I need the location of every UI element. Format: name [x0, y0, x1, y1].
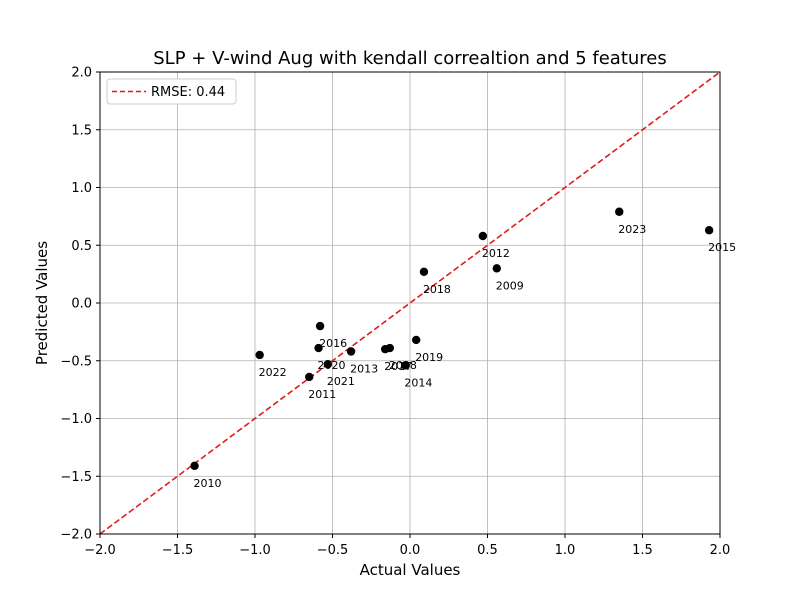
point-label-2009: 2009 [496, 279, 524, 292]
x-tick-label: 2.0 [710, 543, 731, 558]
y-tick-label: 0.5 [71, 239, 92, 254]
x-tick-label: −1.5 [162, 543, 194, 558]
y-tick-label: 2.0 [71, 66, 92, 81]
point-label-2014: 2014 [404, 376, 432, 389]
y-tick-label: −1.0 [60, 412, 92, 427]
point-label-2016: 2016 [319, 337, 347, 350]
point-label-2020: 2020 [318, 359, 346, 372]
y-tick-label: 1.5 [71, 123, 92, 138]
legend-entry-rmse: RMSE: 0.44 [151, 85, 225, 100]
data-point-2013 [346, 347, 356, 356]
y-tick-label: −0.5 [60, 354, 92, 369]
x-axis-label: Actual Values [360, 561, 461, 579]
y-tick-label: −2.0 [60, 528, 92, 543]
point-label-2013: 2013 [350, 363, 378, 376]
y-axis-label: Predicted Values [33, 241, 51, 365]
x-tick-label: −1.0 [239, 543, 271, 558]
data-point-2022 [255, 350, 264, 360]
data-point-2010 [190, 461, 199, 471]
x-tick-label: 0.0 [400, 543, 421, 558]
point-label-2017: 2017 [384, 360, 412, 373]
data-point-2012 [478, 231, 488, 241]
reference-line-group [99, 71, 721, 535]
point-label-2021: 2021 [327, 375, 355, 388]
point-label-2022: 2022 [259, 366, 287, 379]
legend-box [106, 78, 237, 105]
x-tick-label: 0.5 [477, 543, 498, 558]
data-point-2019 [412, 335, 421, 345]
data-point-2014 [401, 361, 410, 370]
data-point-2021 [323, 360, 333, 369]
point-label-2011: 2011 [308, 388, 336, 401]
point-label-2008: 2008 [389, 359, 417, 372]
data-point-2009 [492, 264, 501, 273]
x-tick-label: 1.5 [632, 543, 653, 558]
data-point-2015 [704, 226, 714, 235]
data-point-2018 [419, 267, 429, 277]
y-axis-ticks: −2.0 −1.5 −1.0 −0.5 0.0 0.5 1.0 1.5 2.0 [60, 66, 100, 543]
point-label-2023: 2023 [618, 223, 646, 236]
data-point-2023 [615, 207, 624, 216]
chart-title: SLP + V-wind Aug with kendall correaltio… [153, 48, 667, 69]
point-label-2018: 2018 [423, 283, 451, 296]
point-label-2015: 2015 [708, 241, 736, 254]
data-point-2008 [385, 343, 395, 353]
data-point-2011 [305, 372, 314, 382]
x-tick-label: −0.5 [317, 543, 349, 558]
point-labels: 2009 2010 2011 2012 2013 2014 2015 2016 2017 2018… [194, 223, 737, 490]
data-point-2016 [315, 321, 325, 331]
point-label-2019: 2019 [415, 351, 443, 364]
reference-line [99, 71, 721, 535]
x-tick-label: 1.0 [555, 543, 576, 558]
x-tick-label: −2.0 [84, 543, 116, 558]
y-tick-label: 0.0 [71, 297, 92, 312]
legend: RMSE: 0.44 [106, 78, 237, 105]
point-label-2010: 2010 [194, 477, 222, 490]
y-tick-label: 1.0 [71, 181, 92, 196]
data-points [190, 207, 714, 471]
grid-lines [99, 71, 721, 535]
x-axis-ticks: −2.0 −1.5 −1.0 −0.5 0.0 0.5 1.0 1.5 2.0 [84, 534, 730, 558]
y-tick-label: −1.5 [60, 470, 92, 485]
data-point-2020 [314, 343, 323, 353]
point-label-2012: 2012 [482, 247, 510, 260]
